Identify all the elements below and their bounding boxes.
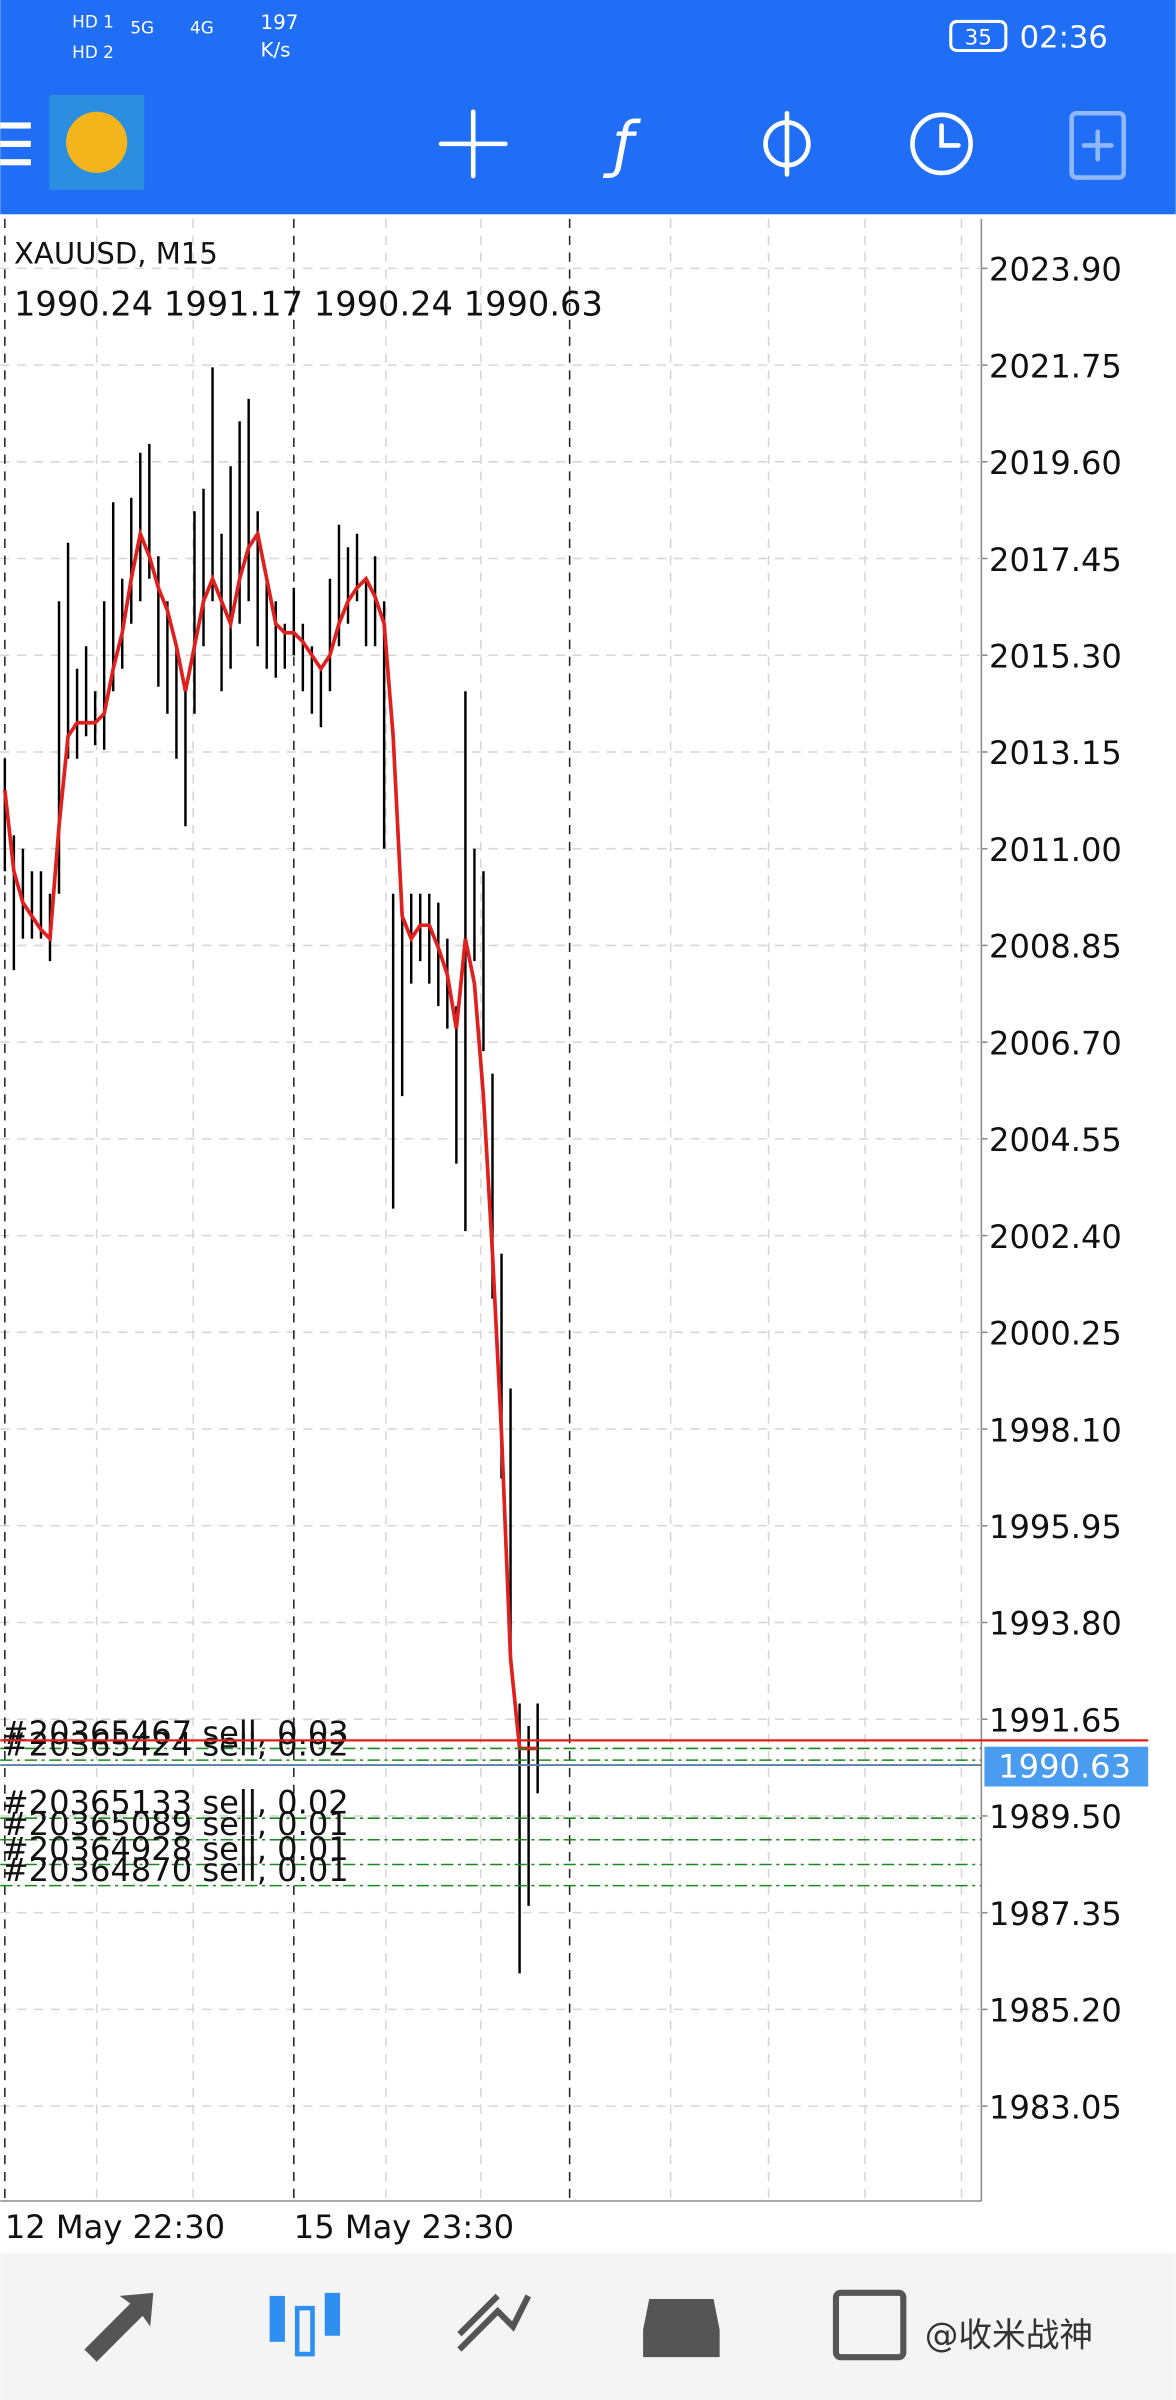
network: HD 2 (72, 42, 114, 62)
trade-button[interactable] (763, 110, 811, 177)
close: 1990.63 (464, 284, 603, 323)
y-tick-label: 2019.60 (989, 444, 1122, 482)
y-tick-label: 1989.50 (989, 1798, 1122, 1836)
y-tick-label: 2013.15 (989, 734, 1122, 772)
order-label: #20364870 sell, 0.01 (2, 1851, 349, 1889)
x-tick-label: 12 May 22:30 (5, 2208, 225, 2246)
speed-unit: K/s (260, 39, 290, 62)
crosshair-button[interactable] (438, 109, 508, 179)
y-tick-label: 1985.20 (989, 1992, 1122, 2030)
y-tick-label: 2023.90 (989, 251, 1122, 289)
history-tab[interactable] (643, 2298, 720, 2358)
quotes-tab[interactable] (84, 2292, 154, 2362)
network: 5G (130, 18, 154, 38)
grid (0, 218, 982, 2202)
bottom-nav (0, 2253, 1176, 2400)
trade-tab[interactable] (457, 2293, 532, 2352)
y-tick-label: 2011.00 (989, 831, 1122, 869)
chart-tab[interactable] (269, 2292, 341, 2357)
speed: 197 (260, 11, 298, 34)
y-tick-label: 1991.65 (989, 1701, 1122, 1739)
y-tick-label: 2008.85 (989, 928, 1122, 966)
order-label: #20365133 sell, 0.02 (2, 1784, 349, 1822)
clock: 02:36 (1020, 20, 1108, 55)
order-label: #20365424 sell, 0.02 (2, 1726, 349, 1764)
vertical-grid (95, 218, 963, 2202)
y-tick-label: 1998.10 (989, 1411, 1122, 1449)
y-tick-label: 1987.35 (989, 1895, 1122, 1933)
y-tick-label: 1983.05 (989, 2088, 1122, 2126)
high: 1991.17 (164, 284, 303, 323)
y-tick-label: 1993.80 (989, 1605, 1122, 1643)
network: HD 1 (72, 12, 114, 32)
plot: #20365467 sell, 0.03#20365424 sell, 0.02… (0, 367, 1149, 1974)
last-price-box (984, 1746, 1149, 1787)
open: 1990.24 (14, 284, 153, 323)
y-tick-label: 2004.55 (989, 1121, 1122, 1159)
low: 1990.24 (314, 284, 453, 323)
battery-icon (949, 19, 1008, 53)
order-label: #20365467 sell, 0.03 (2, 1714, 349, 1752)
y-tick-label: 2015.30 (989, 637, 1122, 675)
menu-icon[interactable] (0, 122, 31, 166)
x-tick-label: 15 May 23:30 (294, 2208, 514, 2246)
order-label: #20364928 sell, 0.01 (2, 1830, 349, 1868)
y-tick-label: 2000.25 (989, 1315, 1122, 1353)
moving-average (3, 527, 538, 1751)
ohlc-info: 1990.24 1991.17 1990.24 1990.63 (14, 284, 603, 323)
news-tab[interactable] (832, 2289, 907, 2361)
watermark: @收米战神 (925, 2315, 1093, 2354)
network: 4G (190, 18, 214, 38)
y-tick-label: 1995.95 (989, 1508, 1122, 1546)
battery: 35 (965, 25, 992, 50)
objects-button[interactable] (1069, 110, 1127, 180)
symbol: XAUUSD, M15 (14, 236, 218, 270)
y-tick-label: 2006.70 (989, 1024, 1122, 1062)
period-button[interactable] (910, 112, 973, 176)
last-price-label: 1990.63 (998, 1747, 1131, 1785)
y-tick-label: 2002.40 (989, 1218, 1122, 1256)
y-tick-label: 2017.45 (989, 541, 1122, 579)
top-bar (0, 0, 1176, 215)
order-label: #20365089 sell, 0.01 (2, 1805, 349, 1843)
app-logo (66, 111, 128, 173)
y-tick-label: 2021.75 (989, 347, 1122, 385)
